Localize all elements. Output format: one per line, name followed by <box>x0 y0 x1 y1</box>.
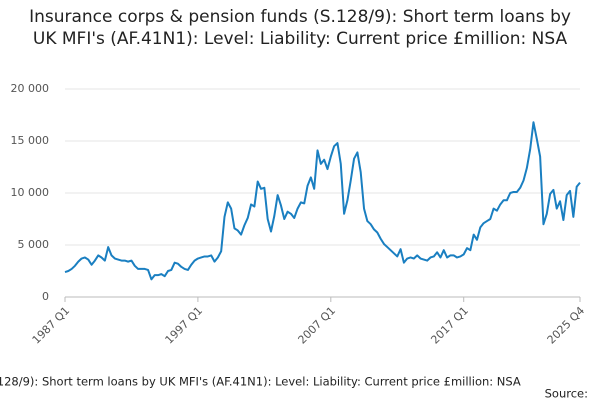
x-tick-label: 2017 Q1 <box>428 304 471 347</box>
x-tick-label: 1987 Q1 <box>30 304 73 347</box>
source: Source: <box>545 387 588 400</box>
x-tick-label: 2025 Q4 <box>545 304 588 347</box>
y-tick-label: 10 000 <box>11 186 50 199</box>
y-tick-label: 0 <box>42 290 49 303</box>
x-tick-label: 1997 Q1 <box>163 304 206 347</box>
x-tick-label: 2007 Q1 <box>296 304 339 347</box>
chart-title: Insurance corps & pension funds (S.128/9… <box>29 7 571 49</box>
y-tick-label: 15 000 <box>11 134 50 147</box>
y-tick-label: 5 000 <box>18 238 50 251</box>
legend-label: Insurance corps & pension funds (S.128/9… <box>0 375 521 389</box>
y-tick-label: 20 000 <box>11 82 50 95</box>
series-line <box>64 121 581 281</box>
